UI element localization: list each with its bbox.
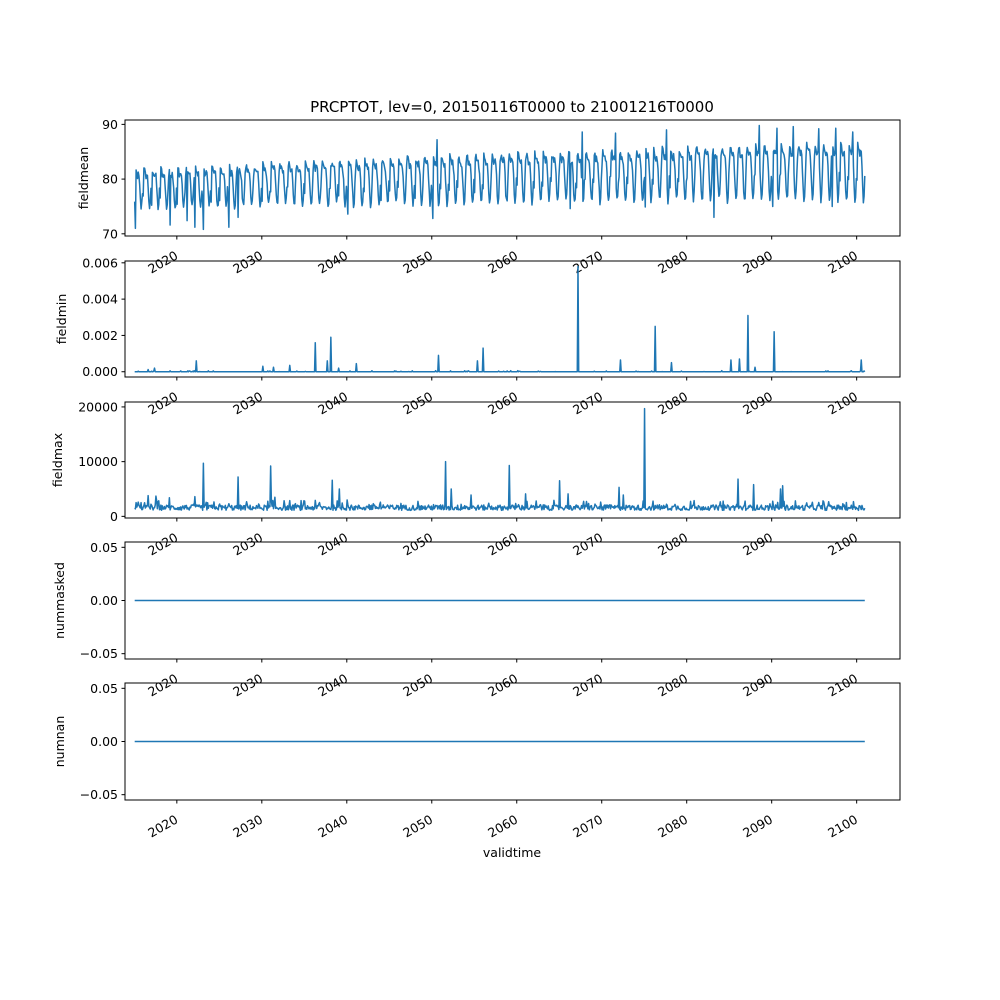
chart-title: PRCPTOT, lev=0, 20150116T0000 to 2100121… — [310, 98, 714, 116]
fieldmax-ytick-label: 10000 — [78, 454, 118, 469]
nummasked-ytick-label: −0.05 — [80, 646, 118, 661]
nummasked-y-axis-label: nummasked — [52, 562, 67, 639]
numnan-ytick-label: 0.00 — [90, 734, 118, 749]
numnan-y-axis-label: numnan — [52, 716, 67, 768]
fieldmax-series-line — [134, 407, 866, 512]
fieldmin-ytick-label: 0.000 — [82, 364, 118, 379]
fieldmin-y-axis-label: fieldmin — [54, 294, 69, 345]
numnan-ytick-label: 0.05 — [90, 681, 118, 696]
fieldmean-series-line — [133, 124, 866, 231]
fieldmean-ytick-label: 70 — [102, 226, 118, 241]
numnan-ytick-label: −0.05 — [80, 787, 118, 802]
nummasked-ytick-label: 0.00 — [90, 593, 118, 608]
fieldmean-y-axis-label: fieldmean — [76, 147, 91, 209]
nummasked-ytick-label: 0.05 — [90, 540, 118, 555]
fieldmin-ytick-label: 0.006 — [82, 255, 118, 270]
fieldmax-ytick-label: 20000 — [78, 399, 118, 414]
fieldmax-axes-frame — [124, 401, 901, 519]
fieldmean-ytick-label: 80 — [102, 172, 118, 187]
x-axis-label: validtime — [483, 845, 541, 860]
fieldmin-ytick-label: 0.004 — [82, 292, 118, 307]
fieldmin-axes-frame — [124, 260, 901, 378]
fieldmax-ytick-label: 0 — [110, 509, 118, 524]
fieldmin-ytick-label: 0.002 — [82, 328, 118, 343]
fieldmean-ytick-label: 90 — [102, 117, 118, 132]
fieldmean-axes-frame — [124, 119, 901, 237]
fieldmax-y-axis-label: fieldmax — [50, 433, 65, 487]
fieldmin-series-line — [134, 265, 866, 373]
